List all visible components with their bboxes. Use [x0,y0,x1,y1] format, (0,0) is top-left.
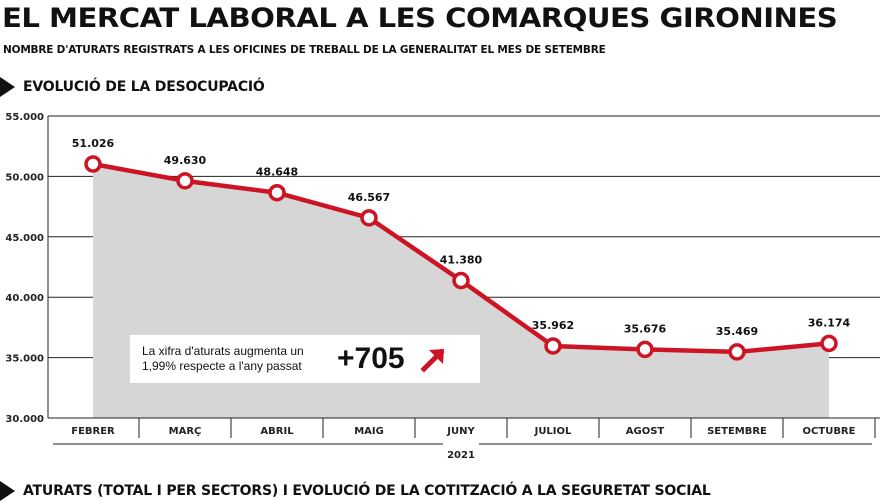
y-axis: 30.000 35.000 40.000 45.000 50.000 55.000 [5,112,44,425]
x-tick-label: JULIOL [534,426,572,437]
data-label: 49.630 [164,154,207,167]
x-tick-label: ABRIL [260,426,294,437]
arrow-up-right-icon [420,348,445,373]
y-tick-label: 45.000 [5,233,44,244]
data-label: 46.567 [348,191,390,204]
y-tick-label: 30.000 [5,414,44,425]
data-point [360,209,378,227]
callout-box: La xifra d'aturats augmenta un 1,99% res… [130,335,480,383]
section-label-next: ATURATS (TOTAL I PER SECTORS) I EVOLUCIÓ… [23,483,711,499]
y-tick-label: 55.000 [5,112,44,123]
data-point [636,340,654,359]
y-tick-label: 35.000 [5,354,44,365]
section-header-evolucio: EVOLUCIÓ DE LA DESOCUPACIÓ [0,76,265,98]
data-label: 41.380 [440,254,483,267]
data-label: 35.962 [532,319,574,332]
data-labels: 51.026 49.630 48.648 46.567 41.380 35.962 35.6… [72,137,851,338]
x-axis-year-label: 2021 [447,450,475,461]
x-tick-label: FEBRER [71,426,115,437]
year-label-backdrop [443,438,479,452]
x-tick-label: SETEMBRE [707,426,767,437]
x-tick-label: MARÇ [169,426,202,437]
data-label: 35.469 [716,325,758,338]
x-tick-label: OCTUBRE [803,426,856,437]
callout-value: +705 [337,342,405,375]
x-tick-label: MAIG [354,426,384,437]
data-label: 36.174 [808,316,851,329]
page-title: EL MERCAT LABORAL A LES COMARQUES GIRONI… [2,3,838,34]
data-point [820,334,838,353]
data-point [728,343,746,361]
y-tick-label: 40.000 [5,293,44,304]
data-point [176,172,194,190]
y-tick-label: 50.000 [5,172,44,183]
section-label: EVOLUCIÓ DE LA DESOCUPACIÓ [23,79,265,95]
data-point [268,183,286,202]
data-label: 48.648 [256,166,298,179]
triangle-bullet-icon [0,481,15,501]
page-subtitle: NOMBRE D'ATURATS REGISTRATS A LES OFICIN… [3,44,606,56]
x-tick-label: JUNY [446,426,475,437]
data-label: 51.026 [72,137,115,150]
data-label: 35.676 [624,322,667,335]
x-tick-label: AGOST [626,426,665,437]
data-points [84,155,838,361]
section-header-cotitzacio: ATURATS (TOTAL I PER SECTORS) I EVOLUCIÓ… [0,480,711,502]
data-point [452,271,470,290]
triangle-bullet-icon [0,77,15,97]
unemployment-chart: 30.000 35.000 40.000 45.000 50.000 55.000 FEB… [5,112,880,461]
x-axis: FEBRER MARÇ ABRIL MAIG JUNY JULIOL AGOST SETEMB… [48,417,880,438]
data-point [84,155,102,173]
callout-text: La xifra d'aturats augmenta un 1,99% res… [142,344,304,373]
data-point [544,337,562,355]
